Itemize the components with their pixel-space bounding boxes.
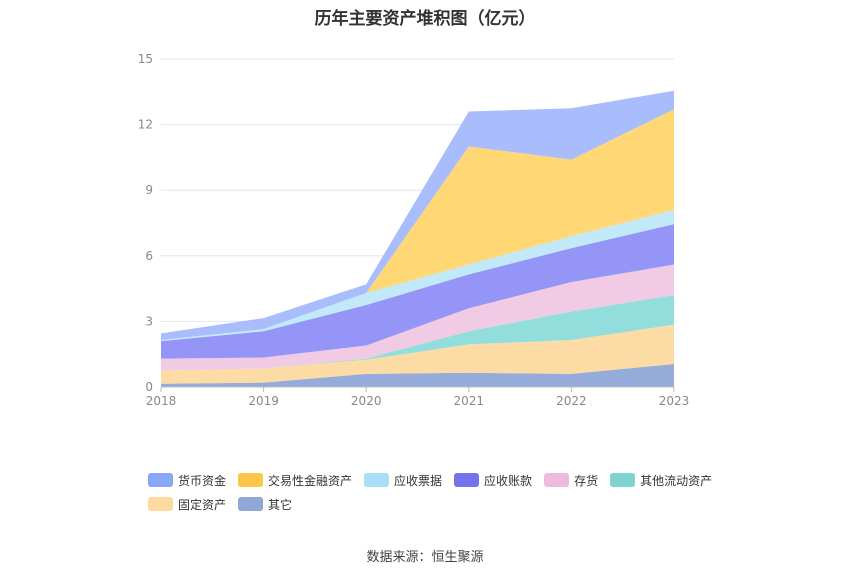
y-tick-label: 6 (145, 249, 153, 263)
legend-swatch (364, 473, 390, 487)
x-tick-label: 2021 (454, 394, 485, 408)
chart-legend: 货币资金 交易性金融资产 应收票据 应收账款 存货 其他流动资产固定资产 其它 (148, 472, 748, 512)
y-tick-label: 15 (138, 52, 153, 66)
legend-item[interactable]: 其他流动资产 (610, 472, 712, 488)
area-series-2 (161, 295, 674, 371)
x-tick-label: 2020 (351, 394, 382, 408)
x-tick-label: 2023 (659, 394, 690, 408)
x-tick-label: 2018 (146, 394, 177, 408)
legend-swatch (610, 473, 636, 487)
x-tick-label: 2022 (556, 394, 587, 408)
area-series-6 (161, 109, 674, 340)
legend-label: 货币资金 (178, 473, 227, 488)
legend-item[interactable]: 应收账款 (454, 472, 532, 488)
data-source: 数据来源：恒生聚源 (366, 550, 484, 565)
y-tick-label: 3 (145, 314, 153, 328)
legend-item[interactable]: 交易性金融资产 (238, 472, 352, 488)
legend-item[interactable]: 固定资产 (148, 496, 226, 512)
chart-title: 历年主要资产堆积图（亿元） (314, 9, 536, 29)
legend-label: 交易性金融资产 (268, 473, 353, 488)
legend-swatch (148, 497, 173, 511)
legend-item[interactable]: 货币资金 (148, 472, 226, 488)
y-tick-label: 9 (145, 183, 153, 197)
y-tick-label: 12 (138, 118, 153, 132)
legend-label: 应收票据 (394, 473, 443, 488)
legend-swatch (454, 473, 480, 487)
legend-item[interactable]: 其它 (238, 496, 292, 512)
area-series-1 (161, 324, 674, 384)
legend-label: 存货 (574, 473, 599, 488)
legend-item[interactable]: 存货 (544, 472, 598, 488)
legend-swatch (148, 473, 173, 487)
x-tick-label: 2019 (248, 394, 279, 408)
legend-item[interactable]: 应收票据 (364, 472, 442, 488)
legend-swatch (238, 473, 264, 487)
legend-label: 固定资产 (178, 497, 227, 512)
legend-label: 其他流动资产 (640, 473, 713, 488)
area-series-4 (161, 224, 674, 359)
legend-swatch (238, 497, 264, 511)
area-series-0 (161, 364, 674, 387)
area-series-7 (161, 90, 674, 340)
area-series-3 (161, 264, 674, 371)
legend-label: 其它 (268, 497, 293, 512)
legend-label: 应收账款 (484, 473, 533, 488)
y-tick-label: 0 (145, 380, 153, 394)
legend-swatch (544, 473, 570, 487)
